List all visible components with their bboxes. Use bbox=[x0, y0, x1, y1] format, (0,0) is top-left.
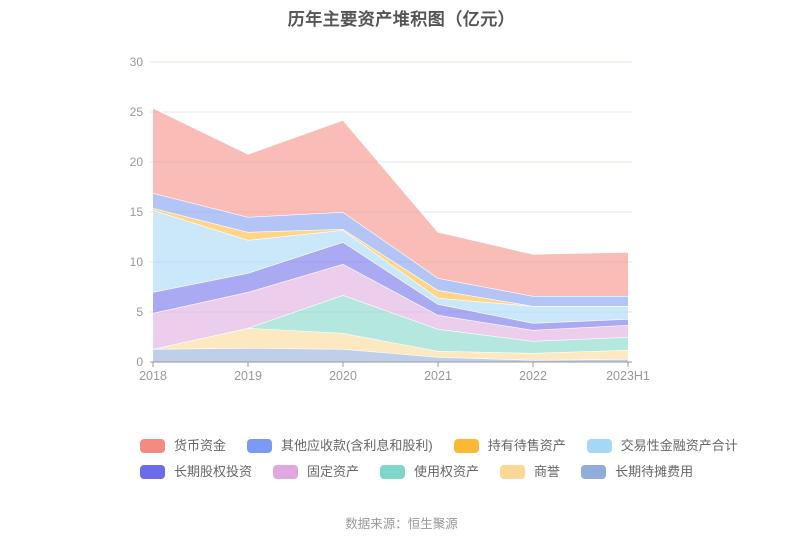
x-axis-label: 2021 bbox=[424, 369, 452, 383]
legend-row: 货币资金 其他应收款(含利息和股利) 持有待售资产 交易性金融资产合计 bbox=[140, 437, 783, 454]
y-axis-label: 5 bbox=[136, 305, 143, 319]
legend-item[interactable]: 持有待售资产 bbox=[453, 437, 566, 454]
area-series-4 bbox=[153, 242, 628, 330]
legend-item[interactable]: 交易性金融资产合计 bbox=[586, 437, 738, 454]
x-axis-label: 2022 bbox=[519, 369, 547, 383]
chart-legend: 货币资金 其他应收款(含利息和股利) 持有待售资产 交易性金融资产合计长期股权投资 固定… bbox=[140, 437, 783, 480]
y-axis-label: 30 bbox=[130, 55, 144, 69]
legend-label: 使用权资产 bbox=[414, 464, 480, 479]
legend-label: 商誉 bbox=[534, 464, 561, 479]
legend-swatch-icon bbox=[380, 464, 406, 479]
legend-label: 其他应收款(含利息和股利) bbox=[281, 438, 433, 453]
legend-swatch-icon bbox=[140, 464, 165, 479]
chart-title: 历年主要资产堆积图（亿元） bbox=[287, 10, 516, 29]
data-source: 数据来源：恒生聚源 bbox=[345, 517, 458, 531]
legend-swatch-icon bbox=[140, 438, 165, 453]
legend-row: 长期股权投资 固定资产 使用权资产 商誉 长期待摊费用 bbox=[140, 463, 783, 480]
legend-swatch-icon bbox=[273, 464, 299, 479]
legend-item[interactable]: 固定资产 bbox=[273, 463, 359, 480]
x-axis-label: 2018 bbox=[139, 369, 167, 383]
legend-swatch-icon bbox=[500, 464, 526, 479]
legend-label: 持有待售资产 bbox=[487, 438, 566, 453]
legend-label: 长期股权投资 bbox=[174, 464, 253, 479]
area-series-2 bbox=[153, 208, 628, 306]
area-series-8 bbox=[153, 348, 628, 362]
legend-item[interactable]: 商誉 bbox=[500, 463, 560, 480]
y-axis-label: 0 bbox=[136, 355, 143, 369]
area-series-7 bbox=[153, 328, 628, 360]
legend-item[interactable]: 长期待摊费用 bbox=[581, 463, 693, 480]
legend-item[interactable]: 其他应收款(含利息和股利) bbox=[247, 437, 433, 454]
legend-item[interactable]: 货币资金 bbox=[140, 437, 226, 454]
legend-label: 长期待摊费用 bbox=[615, 464, 694, 479]
legend-swatch-icon bbox=[453, 438, 479, 453]
legend-swatch-icon bbox=[586, 438, 612, 453]
legend-label: 固定资产 bbox=[307, 464, 360, 479]
legend-swatch-icon bbox=[247, 438, 273, 453]
x-axis-label: 2019 bbox=[234, 369, 262, 383]
y-axis-label: 25 bbox=[130, 105, 144, 119]
legend-label: 交易性金融资产合计 bbox=[620, 438, 738, 453]
y-axis-label: 20 bbox=[130, 155, 144, 169]
legend-label: 货币资金 bbox=[174, 438, 227, 453]
x-axis-label: 2020 bbox=[329, 369, 357, 383]
y-axis-label: 15 bbox=[130, 205, 144, 219]
y-axis-label: 10 bbox=[130, 255, 144, 269]
legend-item[interactable]: 长期股权投资 bbox=[140, 463, 252, 480]
area-series-1 bbox=[153, 193, 628, 306]
area-series-3 bbox=[153, 210, 628, 323]
area-border bbox=[152, 107, 629, 255]
legend-swatch-icon bbox=[581, 464, 607, 479]
x-axis-label: 2023H1 bbox=[606, 369, 650, 383]
legend-item[interactable]: 使用权资产 bbox=[380, 463, 479, 480]
